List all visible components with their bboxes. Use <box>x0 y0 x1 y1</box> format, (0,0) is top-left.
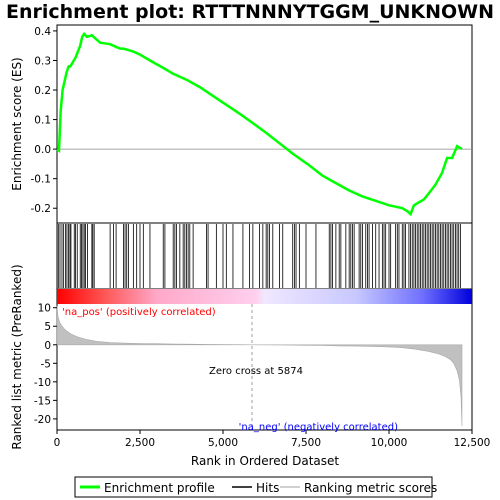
zero-cross-label: Zero cross at 5874 <box>209 366 303 377</box>
legend: Enrichment profile Hits Ranking metric s… <box>74 476 437 498</box>
metric-y-axis-label: Ranked list metric (PreRanked) <box>10 264 24 449</box>
es-series-group <box>56 31 472 217</box>
legend-label-enrichment: Enrichment profile <box>104 481 215 495</box>
ranking-metric-area <box>56 305 463 427</box>
hits-panel-frame <box>56 222 473 290</box>
es-y-tick-label: 0.0 <box>34 144 51 156</box>
neg-correlated-label: 'na_neg' (negatively correlated) <box>239 422 398 433</box>
chart-title: Enrichment plot: RTTTNNNYTGGM_UNKNOWN <box>6 1 494 23</box>
metric-y-tick-label: -10 <box>34 377 51 389</box>
legend-label-ranking: Ranking metric scores <box>304 481 437 495</box>
es-y-axis-label: Enrichment score (ES) <box>10 57 24 190</box>
metric-y-tick-label: 10 <box>38 303 51 315</box>
pos-correlated-label: 'na_pos' (positively correlated) <box>62 307 216 318</box>
ranking-color-band <box>57 289 472 304</box>
legend-label-hits: Hits <box>256 481 279 495</box>
metric-y-tick-label: 5 <box>44 321 51 333</box>
x-tick-label: 12,500 <box>454 437 491 449</box>
es-y-tick-label: 0.4 <box>34 26 51 38</box>
metric-y-tick-label: 0 <box>44 340 51 352</box>
x-axis-label: Rank in Ordered Dataset <box>191 454 339 468</box>
es-panel-frame <box>56 24 473 224</box>
es-y-tick-label: 0.2 <box>34 85 51 97</box>
enrichment-profile-line <box>56 31 463 217</box>
es-y-tick-label: -0.1 <box>31 174 52 186</box>
es-y-tick-label: 0.3 <box>34 55 51 67</box>
axes-group: 0 2,500 5,000 7,500 10,000 12,500 -0.2 -0.1 0.0 0… <box>31 26 491 449</box>
x-tick-label: 10,000 <box>371 437 408 449</box>
x-tick-label: 7,500 <box>291 437 321 449</box>
es-y-tick-label: -0.2 <box>31 203 52 215</box>
metric-y-tick-label: -15 <box>34 395 51 407</box>
legend-box <box>74 476 433 498</box>
es-y-tick-label: 0.1 <box>34 115 51 127</box>
metric-y-tick-label: -5 <box>41 358 51 370</box>
metric-group <box>56 304 463 430</box>
hits-group <box>57 224 461 288</box>
x-tick-label: 5,000 <box>208 437 238 449</box>
x-tick-label: 2,500 <box>125 437 155 449</box>
metric-y-tick-label: -20 <box>34 414 51 426</box>
x-tick-label: 0 <box>54 437 61 449</box>
